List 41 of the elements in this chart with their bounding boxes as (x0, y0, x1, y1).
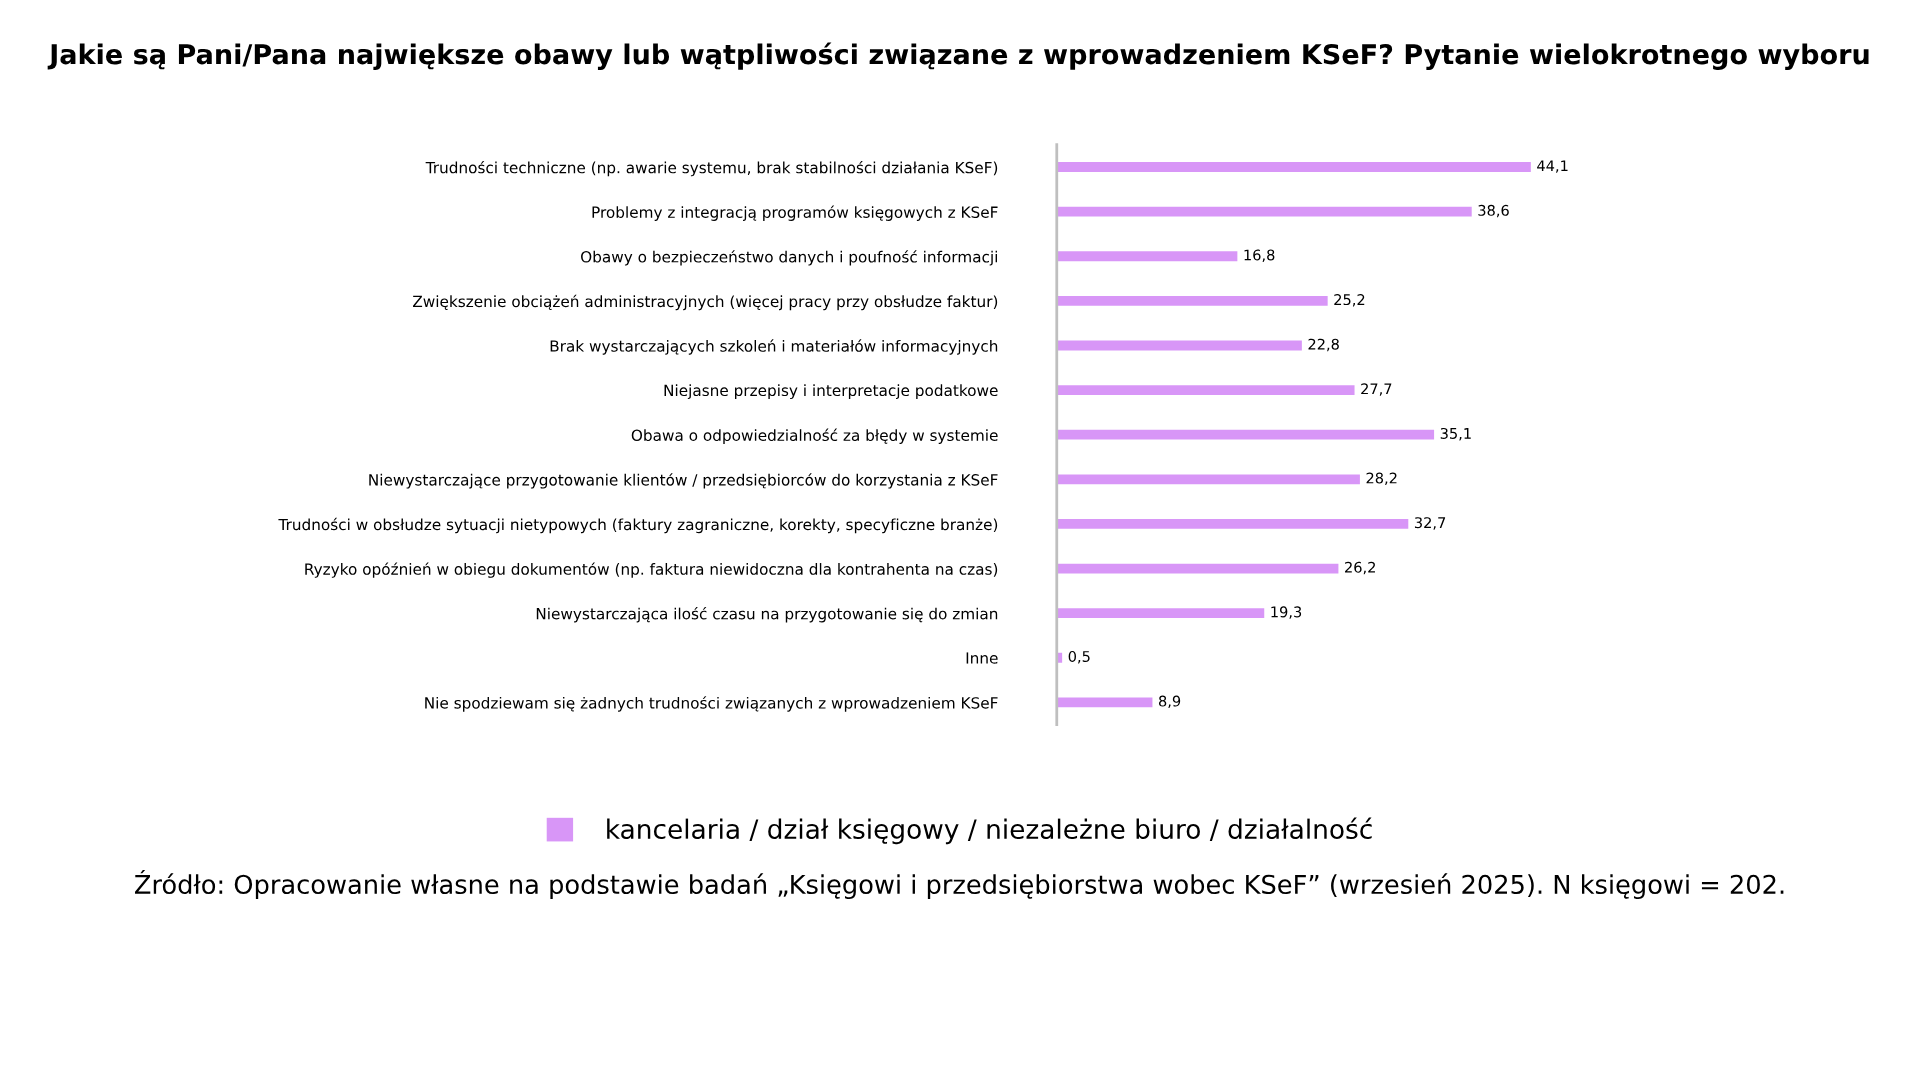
data-label: 16,8 (1244, 249, 1275, 262)
y-tick-label: Trudności techniczne (np. awarie systemu, brak stabilności działania KSeF) (425, 160, 998, 177)
y-tick-label: Niejasne przepisy i interpretacje podatkowe (664, 384, 998, 400)
y-tick-label: Obawy o bezpieczeństwo danych i poufność informacji (581, 250, 997, 266)
text: Źródło: Opracowanie własne na podstawie badań „Księgowi i przedsiębiorstwa wobec KSeF” (wrzesień 2025). N księgowi = 202. (135, 869, 1784, 900)
bar (1056, 206, 1472, 217)
bar (1056, 474, 1360, 485)
legend-label: kancelaria / dział księgowy / niezależne biuro / działalność (607, 817, 1372, 845)
bar (1056, 519, 1409, 529)
y-tick-label: Niewystarczające przygotowanie klientów / przedsiębiorców do korzystania z KSeF (369, 473, 998, 489)
y-tick-label: Obawa o odpowiedzialność za błędy w systemie (631, 428, 998, 444)
chart-title: Jakie są Pani/Pana największe obawy lub wątpliwości związane z wprowadzeniem KSeF? Pytanie wielokrotnego wyboru (47, 42, 1869, 70)
data-label: 22,8 (1308, 338, 1339, 352)
data-label: 38,6 (1478, 204, 1509, 218)
bar (1056, 429, 1435, 440)
y-tick-label: Inne (966, 652, 998, 664)
y-tick-label: Problemy z integracją programów księgowych z KSeF (592, 205, 998, 221)
bar (1056, 340, 1302, 351)
data-label: 35,1 (1440, 427, 1471, 441)
data-label: 26,2 (1345, 561, 1375, 575)
data-label: 27,7 (1361, 383, 1392, 396)
data-label: 44,1 (1537, 160, 1568, 173)
bar (1056, 251, 1238, 262)
bar (1056, 697, 1153, 708)
bar (1056, 608, 1265, 619)
y-tick-label: Brak wystarczających szkoleń i materiałów informacyjnych (550, 339, 998, 355)
data-label: 25,2 (1334, 294, 1365, 307)
y-tick-label: Ryzyko opóźnień w obiegu dokumentów (np. faktura niewidoczna dla kontrahenta na czas) (305, 562, 998, 578)
bar (1056, 162, 1531, 172)
bar (1056, 385, 1355, 395)
data-label: 32,7 (1414, 517, 1446, 530)
data-label: 8,9 (1158, 695, 1181, 709)
bar (1056, 563, 1339, 574)
y-tick-label: Niewystarczająca ilość czasu na przygotowanie się do zmian (536, 607, 998, 623)
data-label: 28,2 (1366, 472, 1397, 486)
data-label: 19,3 (1271, 606, 1302, 619)
y-tick-label: Nie spodziewam się żadnych trudności związanych z wprowadzeniem KSeF (425, 696, 998, 712)
bar (1056, 295, 1328, 306)
y-tick-label: Zwiększenie obciążeń administracyjnych (więcej pracy przy obsłudze faktur) (413, 294, 998, 311)
y-tick-label: Trudności w obsłudze sytuacji nietypowych (faktury zagraniczne, korekty, specyficzne branże) (278, 517, 998, 534)
data-label: 0,5 (1068, 650, 1090, 664)
